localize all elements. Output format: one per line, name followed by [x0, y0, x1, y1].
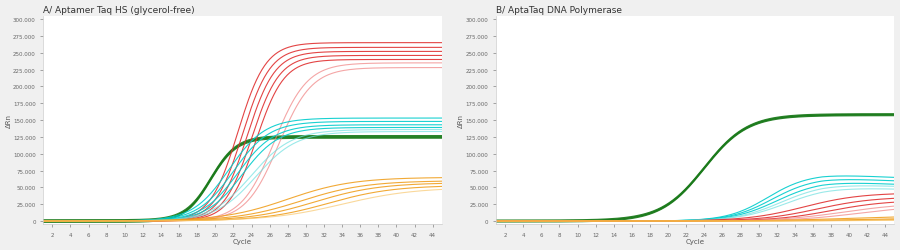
X-axis label: Cycle: Cycle: [686, 238, 705, 244]
Text: B/ AptaTaq DNA Polymerase: B/ AptaTaq DNA Polymerase: [496, 6, 622, 15]
Y-axis label: ΔRn: ΔRn: [5, 114, 12, 128]
Y-axis label: ΔRn: ΔRn: [458, 114, 464, 128]
X-axis label: Cycle: Cycle: [233, 238, 252, 244]
Text: A/ Aptamer Taq HS (glycerol-free): A/ Aptamer Taq HS (glycerol-free): [43, 6, 195, 15]
